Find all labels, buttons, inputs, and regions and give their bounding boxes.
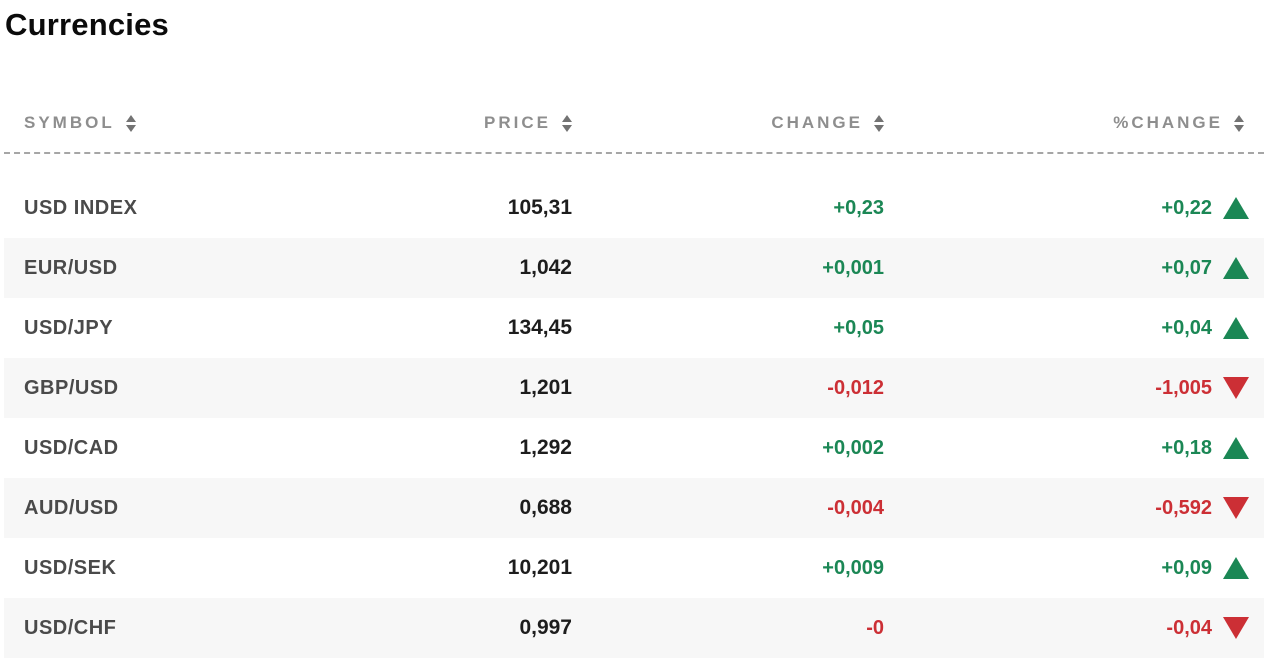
pct-change-cell: +0,22 bbox=[884, 197, 1264, 220]
price-cell: 1,292 bbox=[519, 436, 572, 459]
pct-change-cell: -1,005 bbox=[884, 377, 1264, 400]
sort-up-arrow-icon bbox=[874, 114, 884, 122]
sort-down-arrow-icon bbox=[1234, 124, 1244, 132]
direction-arrow-icon bbox=[1223, 617, 1249, 639]
pct-change-value: -1,005 bbox=[1155, 376, 1212, 399]
table-row[interactable]: USD/JPY 134,45 +0,05 +0,04 bbox=[4, 298, 1264, 358]
symbol-cell: GBP/USD bbox=[24, 376, 119, 399]
column-header-change-label: CHANGE bbox=[771, 113, 863, 132]
sort-down-arrow-icon bbox=[874, 124, 884, 132]
sort-up-arrow-icon bbox=[562, 114, 572, 122]
pct-change-cell: +0,07 bbox=[884, 257, 1264, 280]
column-header-price[interactable]: PRICE bbox=[304, 113, 572, 133]
price-cell: 10,201 bbox=[507, 556, 572, 579]
symbol-cell: USD/SEK bbox=[24, 556, 117, 579]
currencies-table: SYMBOL PRICE CHANGE bbox=[4, 94, 1264, 658]
symbol-cell: USD/CAD bbox=[24, 436, 119, 459]
symbol-cell: USD/JPY bbox=[24, 316, 114, 339]
table-body: USD INDEX 105,31 +0,23 +0,22 EUR/USD 1,0… bbox=[4, 178, 1264, 658]
pct-change-cell: -0,592 bbox=[884, 497, 1264, 520]
price-cell: 134,45 bbox=[507, 316, 572, 339]
pct-change-cell: +0,09 bbox=[884, 557, 1264, 580]
pct-change-value: +0,04 bbox=[1161, 316, 1212, 339]
sort-up-arrow-icon bbox=[1234, 114, 1244, 122]
sort-down-arrow-icon bbox=[125, 124, 136, 132]
column-header-pct-change-label: %CHANGE bbox=[1113, 113, 1223, 132]
price-cell: 0,997 bbox=[519, 616, 572, 639]
sort-up-arrow-icon bbox=[125, 114, 136, 122]
pct-change-cell: -0,04 bbox=[884, 617, 1264, 640]
table-row[interactable]: GBP/USD 1,201 -0,012 -1,005 bbox=[4, 358, 1264, 418]
symbol-cell: AUD/USD bbox=[24, 496, 119, 519]
pct-change-value: -0,592 bbox=[1155, 496, 1212, 519]
direction-arrow-icon bbox=[1223, 557, 1249, 579]
column-header-price-label: PRICE bbox=[484, 113, 551, 132]
pct-change-value: -0,04 bbox=[1166, 616, 1212, 639]
change-cell: +0,001 bbox=[822, 256, 884, 279]
table-row[interactable]: USD INDEX 105,31 +0,23 +0,22 bbox=[4, 178, 1264, 238]
table-row[interactable]: AUD/USD 0,688 -0,004 -0,592 bbox=[4, 478, 1264, 538]
direction-arrow-icon bbox=[1223, 377, 1249, 399]
change-cell: +0,23 bbox=[833, 196, 884, 219]
pct-change-cell: +0,04 bbox=[884, 317, 1264, 340]
column-header-change[interactable]: CHANGE bbox=[572, 113, 884, 133]
pct-change-value: +0,09 bbox=[1161, 556, 1212, 579]
change-cell: -0 bbox=[866, 616, 884, 639]
price-cell: 0,688 bbox=[519, 496, 572, 519]
table-row[interactable]: USD/SEK 10,201 +0,009 +0,09 bbox=[4, 538, 1264, 598]
symbol-cell: EUR/USD bbox=[24, 256, 118, 279]
column-header-pct-change[interactable]: %CHANGE bbox=[884, 113, 1264, 133]
change-cell: +0,05 bbox=[833, 316, 884, 339]
change-cell: -0,012 bbox=[827, 376, 884, 399]
sort-icon bbox=[562, 114, 572, 132]
change-cell: +0,009 bbox=[822, 556, 884, 579]
sort-down-arrow-icon bbox=[562, 124, 572, 132]
table-row[interactable]: EUR/USD 1,042 +0,001 +0,07 bbox=[4, 238, 1264, 298]
symbol-cell: USD/CHF bbox=[24, 616, 117, 639]
direction-arrow-icon bbox=[1223, 317, 1249, 339]
pct-change-value: +0,22 bbox=[1161, 196, 1212, 219]
pct-change-value: +0,18 bbox=[1161, 436, 1212, 459]
direction-arrow-icon bbox=[1223, 257, 1249, 279]
change-cell: +0,002 bbox=[822, 436, 884, 459]
sort-icon bbox=[1234, 114, 1244, 132]
column-header-symbol[interactable]: SYMBOL bbox=[4, 113, 304, 133]
column-header-symbol-label: SYMBOL bbox=[24, 113, 115, 132]
price-cell: 1,201 bbox=[519, 376, 572, 399]
sort-icon bbox=[125, 114, 136, 132]
change-cell: -0,004 bbox=[827, 496, 884, 519]
table-row[interactable]: USD/CHF 0,997 -0 -0,04 bbox=[4, 598, 1264, 658]
sort-icon bbox=[874, 114, 884, 132]
table-row[interactable]: USD/CAD 1,292 +0,002 +0,18 bbox=[4, 418, 1264, 478]
direction-arrow-icon bbox=[1223, 197, 1249, 219]
table-header-row: SYMBOL PRICE CHANGE bbox=[4, 94, 1264, 154]
price-cell: 105,31 bbox=[507, 196, 572, 219]
pct-change-cell: +0,18 bbox=[884, 437, 1264, 460]
page-title: Currencies bbox=[5, 7, 169, 42]
direction-arrow-icon bbox=[1223, 497, 1249, 519]
symbol-cell: USD INDEX bbox=[24, 196, 138, 219]
pct-change-value: +0,07 bbox=[1161, 256, 1212, 279]
direction-arrow-icon bbox=[1223, 437, 1249, 459]
price-cell: 1,042 bbox=[519, 256, 572, 279]
